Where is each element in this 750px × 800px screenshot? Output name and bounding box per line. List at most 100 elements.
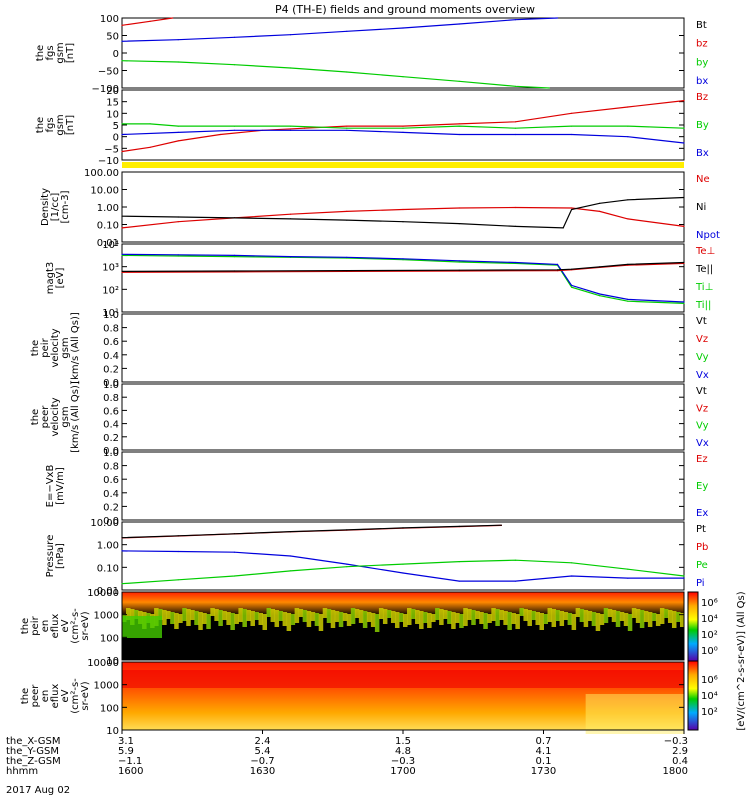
spectrogram-cell <box>266 608 272 617</box>
spectrogram-cell <box>583 610 589 627</box>
data-point <box>346 125 348 127</box>
y-axis-label: eV <box>60 689 71 702</box>
spectrogram-cell <box>439 609 444 625</box>
y-axis-label: en <box>40 690 51 703</box>
spectrogram-cell <box>202 613 207 624</box>
spectrogram-cell <box>411 609 416 619</box>
spectrogram-cell <box>611 610 617 622</box>
y-tick-label: 100.00 <box>84 168 119 179</box>
data-point <box>514 121 517 123</box>
y-tick-label: 0.2 <box>103 502 119 513</box>
spectrogram-cell <box>551 609 557 627</box>
data-point <box>514 580 517 582</box>
legend-vy: Vy <box>696 352 709 363</box>
y-tick-label: 10000 <box>87 658 119 669</box>
data-point <box>627 300 629 302</box>
data-point <box>683 225 685 227</box>
x-tick-value: 1700 <box>390 766 415 777</box>
data-point <box>177 254 179 256</box>
legend-bt: Bt <box>696 20 707 31</box>
y-tick-label: 10¹ <box>102 308 119 319</box>
data-point <box>458 260 460 262</box>
spectrogram-cell <box>423 612 428 623</box>
data-point <box>346 71 348 73</box>
data-point <box>177 579 179 581</box>
spectrogram-cell <box>483 613 488 629</box>
data-point <box>599 295 601 297</box>
spectrogram-cell <box>603 608 609 623</box>
spectrogram-cell <box>615 611 621 627</box>
data-point <box>571 125 573 127</box>
spectrogram-cell <box>198 612 203 630</box>
spectrogram-cell <box>623 613 629 626</box>
x-tick-value: 0.1 <box>536 756 552 767</box>
spectrogram-cell <box>182 608 187 621</box>
spectrogram-cell <box>214 609 219 621</box>
spectrogram-cell <box>459 614 464 628</box>
data-point <box>599 210 601 212</box>
y-tick-label: 0.6 <box>103 406 119 417</box>
y-axis-label: sr-eV) <box>80 681 91 710</box>
spectrogram-cell <box>350 608 356 624</box>
y-axis-label: the <box>30 409 41 425</box>
spectrogram-cell <box>675 612 681 622</box>
y-tick-label: 0.10 <box>97 221 119 232</box>
y-tick-label: 100 <box>100 703 119 714</box>
spectrogram-cell <box>190 610 195 620</box>
data-point <box>121 123 123 125</box>
panel-frame-p9 <box>121 591 685 661</box>
spectrogram-cell <box>463 608 468 626</box>
spectrogram-p10 <box>122 662 684 734</box>
spectrogram-cell <box>122 616 162 638</box>
panel-frame-p2 <box>121 89 685 161</box>
spectrogram-cell <box>587 611 593 621</box>
spectrogram-cell <box>627 614 633 631</box>
data-point <box>599 202 601 204</box>
series-line-by <box>122 123 685 129</box>
y-tick-label: 0.01 <box>97 586 119 597</box>
y-axis-label: Density <box>40 188 51 226</box>
y-tick-label: 50 <box>106 32 119 43</box>
spectrogram-cell <box>507 612 512 630</box>
legend-by: By <box>696 120 709 131</box>
y-tick-label: −100 <box>92 84 119 95</box>
spectrogram-cell <box>174 613 179 629</box>
spectrogram-cell <box>354 609 360 618</box>
data-point <box>121 550 123 552</box>
data-point <box>233 36 235 38</box>
legend-pe: Pe <box>696 560 708 571</box>
series-line-by <box>121 60 550 89</box>
data-point <box>346 563 348 565</box>
data-point <box>346 529 348 531</box>
spectrogram-cell <box>639 610 645 628</box>
y-axis-label: the <box>35 117 46 133</box>
y-axis-label: peir <box>40 337 51 357</box>
data-point <box>627 298 629 300</box>
spectrogram-cell <box>579 609 585 622</box>
data-point <box>402 572 404 574</box>
y-tick-label: 0.0 <box>103 378 119 389</box>
data-point <box>514 225 517 227</box>
spectrogram-cell <box>346 614 352 626</box>
spectrogram-cell <box>394 612 400 628</box>
spectrogram-cell <box>134 610 139 619</box>
spectrogram-cell <box>254 612 259 620</box>
data-point <box>290 570 292 572</box>
spectrogram-cell <box>607 609 613 617</box>
data-point <box>121 537 123 539</box>
y-axis-label: sr-eV) <box>80 611 91 640</box>
y-tick-label: 0.0 <box>103 516 119 527</box>
y-axis-label: velocity <box>50 328 61 367</box>
spectrogram-cell <box>647 612 653 627</box>
data-point <box>683 196 685 199</box>
x-row-label: the_Z-GSM <box>6 756 61 767</box>
spectrogram-cell <box>250 611 255 626</box>
date-label: 2017 Aug 02 <box>6 785 71 796</box>
spectrogram-cell <box>342 613 348 621</box>
y-axis-label: the <box>20 688 31 704</box>
legend-vy: Vy <box>696 421 709 432</box>
y-axis-label: [km/s (All Qs)] <box>70 381 81 453</box>
data-point <box>514 127 517 129</box>
y-axis-label: [km/s (All Qs)] <box>70 312 81 384</box>
data-point <box>346 129 348 131</box>
